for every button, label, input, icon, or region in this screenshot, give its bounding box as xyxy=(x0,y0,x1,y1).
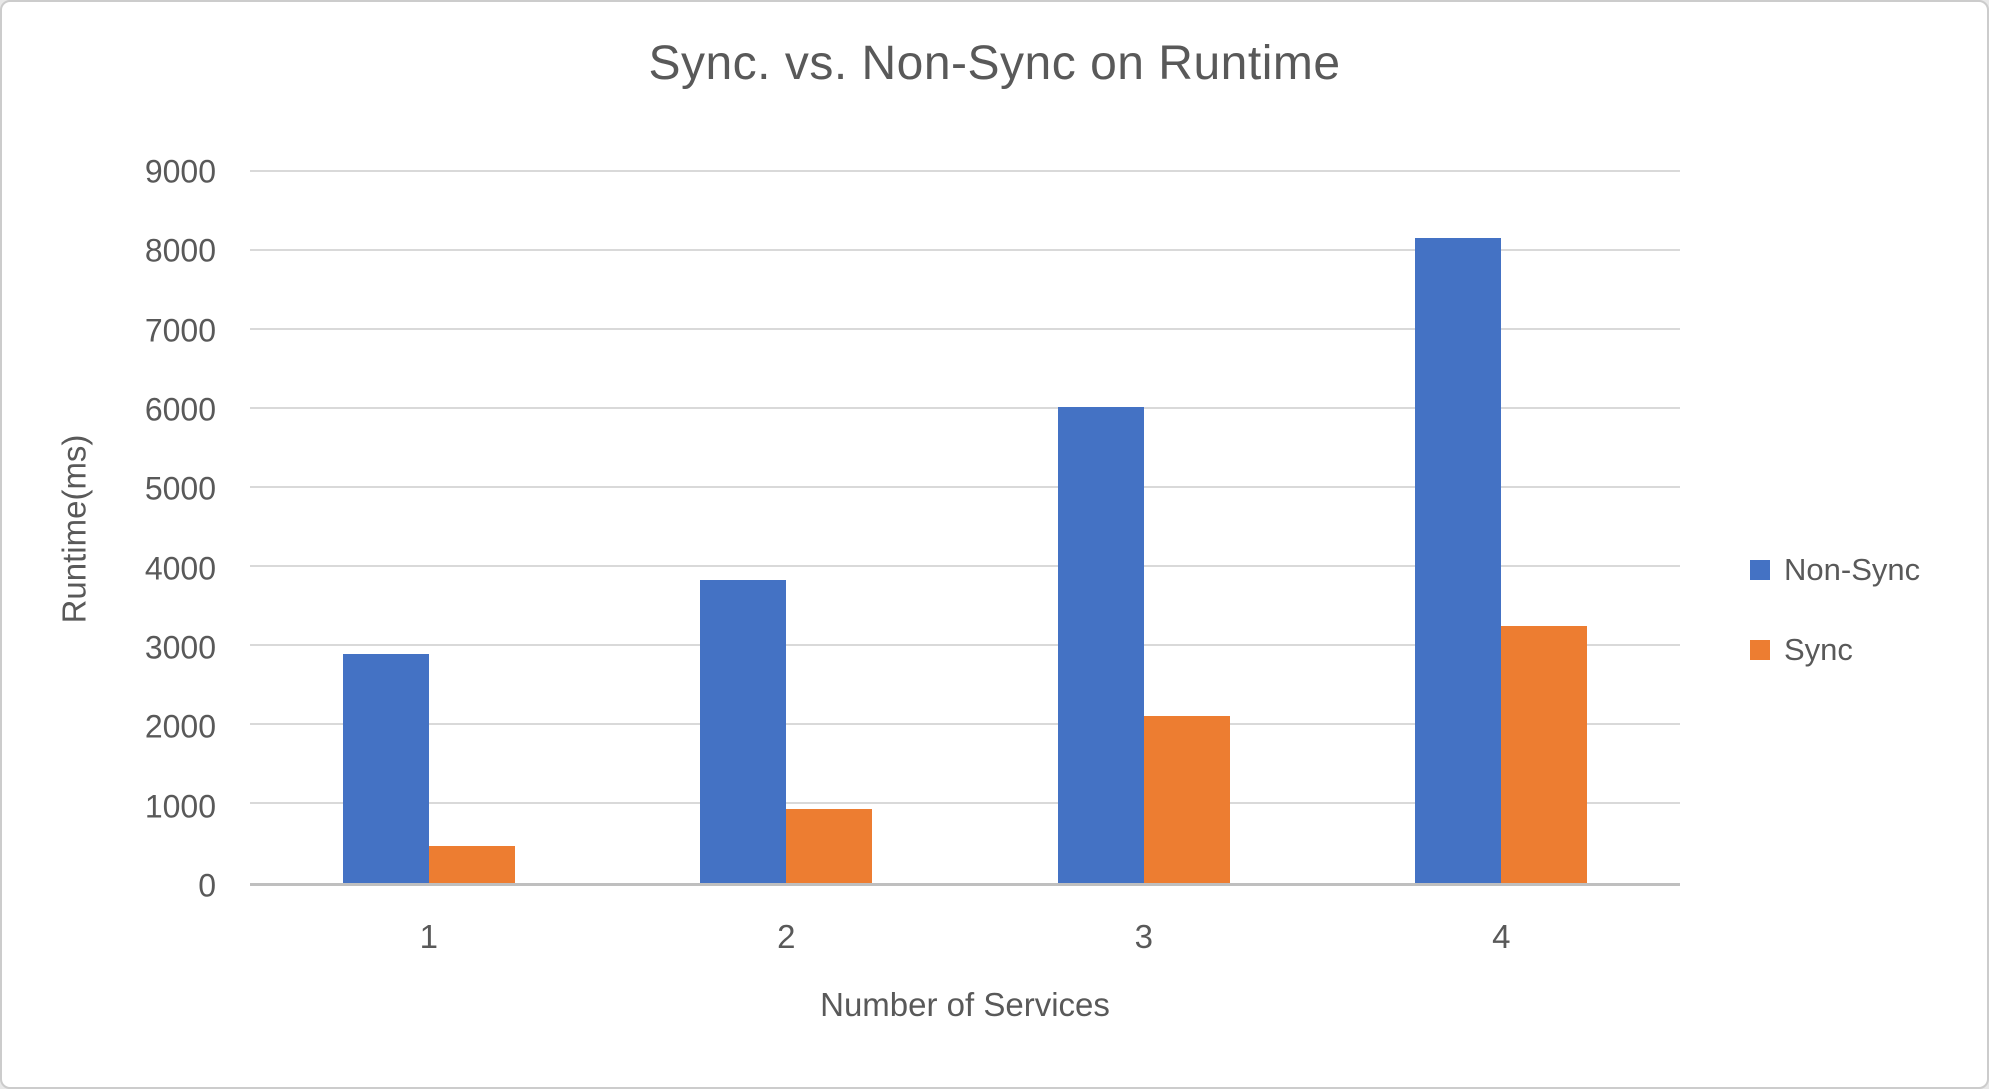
legend-label-sync: Sync xyxy=(1784,632,1853,667)
gridline xyxy=(250,407,1680,409)
sync-bar xyxy=(786,808,873,883)
gridline xyxy=(250,486,1680,488)
non-sync-bar xyxy=(1057,406,1144,883)
y-tick-label: 6000 xyxy=(144,391,216,428)
y-tick-label: 2000 xyxy=(144,708,216,745)
legend: Non-Sync Sync xyxy=(1750,552,1920,668)
y-tick-label: 0 xyxy=(198,867,216,904)
gridline xyxy=(250,170,1680,172)
legend-item-non-sync: Non-Sync xyxy=(1750,552,1920,588)
y-tick-label: 1000 xyxy=(144,788,216,825)
sync-bar xyxy=(1501,626,1588,883)
x-tick-label: 1 xyxy=(419,918,438,955)
bar-group-services-3 xyxy=(965,172,1323,883)
sync-bar xyxy=(1143,716,1230,883)
chart-title: Sync. vs. Non-Sync on Runtime xyxy=(648,37,1341,90)
x-tick-label: 3 xyxy=(1134,918,1153,955)
y-axis-tick-labels: 0 1000 2000 3000 4000 5000 6000 7000 8000 9000 xyxy=(58,154,216,904)
x-axis-title: Number of Services xyxy=(820,986,1110,1023)
gridline xyxy=(250,723,1680,726)
x-tick-label: 2 xyxy=(777,918,796,955)
bar-group-services-1 xyxy=(250,172,608,883)
non-sync-bar xyxy=(342,653,429,883)
gridline xyxy=(250,328,1680,330)
legend-label-non-sync: Non-Sync xyxy=(1784,552,1921,587)
plot-area xyxy=(250,170,1680,886)
gridline xyxy=(250,249,1680,252)
non-sync-bar xyxy=(1415,238,1502,883)
sync-series-swatch-icon xyxy=(1750,640,1770,660)
non-sync-bar xyxy=(700,579,787,883)
y-tick-label: 3000 xyxy=(144,629,216,666)
y-tick-label: 7000 xyxy=(144,312,216,349)
y-tick-label: 5000 xyxy=(144,470,216,507)
x-axis-tick-labels: 1 2 3 4 xyxy=(250,918,1680,956)
y-tick-label: 4000 xyxy=(144,550,216,587)
gridline xyxy=(250,644,1680,646)
y-tick-label: 9000 xyxy=(144,153,216,190)
gridline xyxy=(250,802,1680,805)
gridline xyxy=(250,565,1680,568)
sync-bar xyxy=(428,845,515,883)
bar-group-services-2 xyxy=(608,172,966,883)
legend-item-sync: Sync xyxy=(1750,632,1920,668)
x-tick-label: 4 xyxy=(1492,918,1511,955)
y-tick-label: 8000 xyxy=(144,232,216,269)
bars-layer xyxy=(250,172,1680,883)
bar-group-services-4 xyxy=(1323,172,1681,883)
non-sync-series-swatch-icon xyxy=(1750,560,1770,580)
